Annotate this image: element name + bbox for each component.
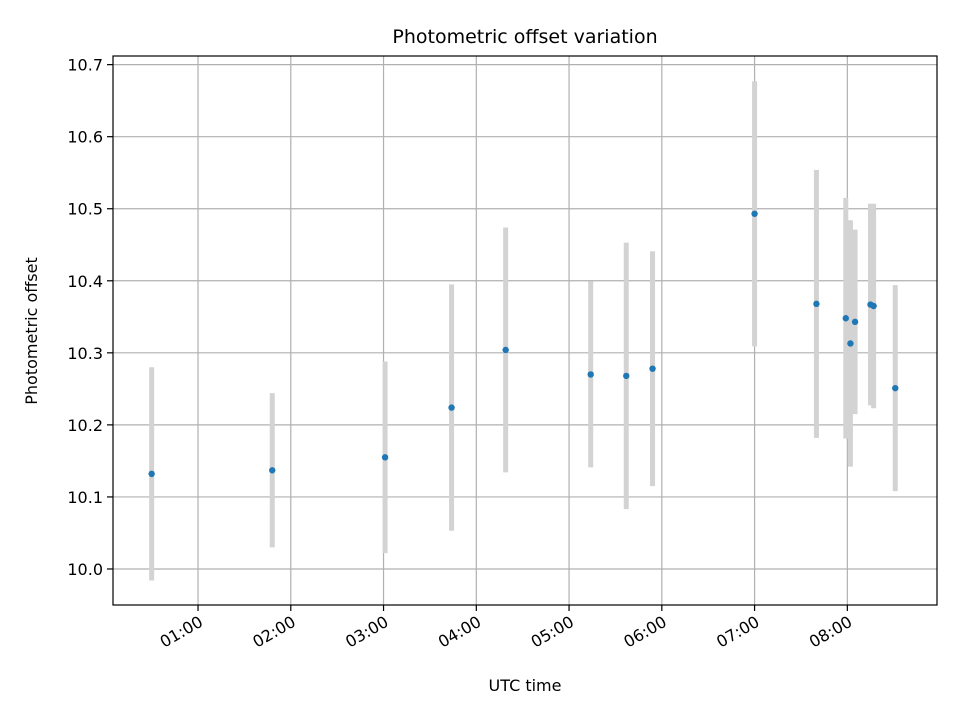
data-point: [269, 467, 276, 474]
x-axis-label: UTC time: [489, 676, 562, 695]
grid: [113, 56, 937, 605]
y-tick-label: 10.7: [67, 56, 103, 75]
data-point: [148, 470, 155, 478]
y-axis-label: Photometric offset: [22, 257, 41, 405]
data-point: [448, 404, 455, 411]
y-tick-label: 10.6: [67, 128, 103, 147]
data-point: [381, 454, 389, 461]
data-point: [813, 300, 820, 308]
y-tick-label: 10.4: [67, 272, 103, 291]
data-point: [847, 340, 854, 347]
y-tick-label: 10.1: [67, 488, 103, 507]
y-tick-label: 10.3: [67, 344, 103, 363]
data-point: [623, 372, 630, 380]
y-tick-label: 10.5: [67, 200, 103, 219]
plot-frame: [112, 55, 938, 606]
data-point: [587, 371, 594, 378]
chart-title: Photometric offset variation: [392, 26, 657, 48]
data-point: [851, 318, 859, 326]
data-point: [892, 384, 899, 392]
data-point: [842, 315, 849, 322]
y-tick-label: 10.2: [67, 416, 103, 435]
markers: [148, 210, 899, 478]
data-point: [751, 210, 758, 217]
y-axis: 10.0 10.1 10.2 10.3 10.4 10.5 10.6 10.7: [67, 56, 113, 579]
y-tick-label: 10.0: [67, 560, 103, 579]
data-point: [502, 346, 509, 354]
data-point: [649, 365, 656, 372]
data-point: [870, 302, 877, 310]
